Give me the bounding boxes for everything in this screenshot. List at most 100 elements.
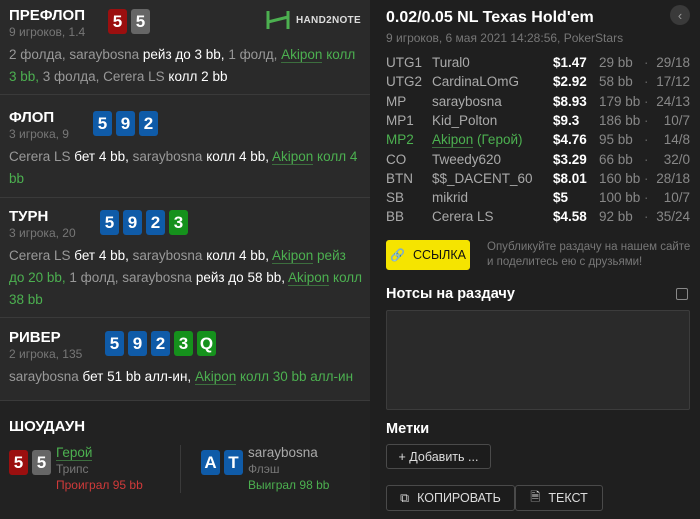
stats: 14/8 (663, 132, 690, 148)
share-link-button[interactable]: 🔗 ССЫЛКА (386, 240, 470, 270)
street-title: РИВЕР (9, 329, 61, 346)
position: BTN (386, 170, 413, 186)
player-name[interactable]: Akipon (Герой) (432, 132, 523, 149)
position: UTG1 (386, 55, 423, 70)
collapse-button[interactable]: ‹ (670, 5, 690, 25)
separator: · (644, 93, 649, 109)
copy-button[interactable]: ⧉ КОПИРОВАТЬ (386, 485, 515, 511)
hero-link[interactable]: Akipon (288, 270, 330, 286)
action-text: 1 фолд, (224, 47, 282, 62)
share-hint: Опубликуйте раздачу на нашем сайте и под… (487, 241, 691, 268)
link-icon: 🔗 (390, 248, 405, 262)
stats: 32/0 (663, 151, 690, 167)
action-text: бет 51 bb алл-ин, (82, 369, 192, 384)
action-text: колл 4 bb (9, 149, 358, 186)
street-actions: Cerera LS бет 4 bb, saraybosna колл 4 bb… (9, 146, 364, 190)
card: 5 (108, 9, 127, 34)
hand-rank: Трипс (56, 462, 89, 476)
result: Выиграл 98 bb (248, 478, 330, 492)
showdown-title: ШОУДАУН (9, 418, 86, 435)
stats: 17/12 (656, 74, 690, 90)
player-name: CardinaLOmG (432, 74, 520, 90)
card: 5 (131, 9, 150, 34)
stack-bb: 160 bb (599, 170, 641, 186)
stack-bb: 58 bb (599, 74, 633, 90)
action-text: Cerera LS (9, 149, 75, 164)
action-text: saraybosna (69, 47, 143, 62)
stack: $3.29 (553, 151, 587, 167)
action-text: колл 4 bb, (206, 149, 269, 164)
player-name: mikrid (432, 190, 468, 206)
card: 2 (151, 331, 170, 356)
position: MP (386, 93, 407, 109)
player-name: saraybosna (432, 93, 502, 109)
card: T (224, 450, 243, 475)
separator: · (644, 74, 649, 90)
stats: 35/24 (656, 209, 690, 225)
hero-link[interactable]: Akipon (281, 47, 323, 63)
hero-link[interactable]: Akipon (272, 149, 314, 165)
street-subtitle: 3 игрока, 9 (9, 127, 69, 141)
game-title: 0.02/0.05 NL Texas Hold'em (386, 9, 594, 26)
text-button[interactable]: 🗎 ТЕКСТ (515, 485, 603, 511)
divider (180, 445, 181, 493)
hero-link[interactable]: Akipon (194, 369, 237, 385)
position: MP1 (386, 112, 414, 128)
stack-bb: 66 bb (599, 151, 633, 167)
add-tag-button[interactable]: + Добавить ... (386, 444, 491, 469)
action-text: saraybosna (9, 369, 83, 384)
player-name: $$_DACENT_60 (432, 170, 533, 186)
street-title: ПРЕФЛОП (9, 7, 85, 24)
hand2note-logo: HAND2NOTE (266, 10, 361, 30)
stack: $8.93 (553, 93, 587, 109)
stats: 10/7 (663, 112, 690, 128)
notes-textarea[interactable] (386, 310, 690, 410)
card: 5 (100, 210, 119, 235)
position: MP2 (386, 132, 414, 148)
copy-icon: ⧉ (400, 490, 410, 505)
card: 9 (128, 331, 147, 356)
action-text: колл 4 bb, (206, 248, 269, 263)
separator: · (644, 170, 649, 186)
card: 3 (174, 331, 193, 356)
card: 9 (116, 111, 135, 136)
action-text: колл 2 bb (168, 69, 228, 84)
action-text: saraybosna (128, 149, 207, 164)
action-text: бет 4 bb, (74, 248, 129, 263)
action-text: 3 фолда, Cerera LS (39, 69, 169, 84)
street-subtitle: 2 игрока, 135 (9, 347, 83, 361)
hand-info-panel: 0.02/0.05 NL Texas Hold'em 9 игроков, 6 … (370, 0, 700, 519)
separator: · (644, 209, 649, 225)
card: A (201, 450, 220, 475)
stack: $9.3 (553, 112, 580, 128)
player-name: Tweedy620 (432, 151, 502, 167)
separator: · (644, 112, 649, 128)
action-text: 2 фолда, (9, 47, 70, 62)
street-subtitle: 3 игрока, 20 (9, 226, 76, 240)
street-title: ТУРН (9, 208, 49, 225)
player-name[interactable]: Герой (56, 445, 93, 461)
separator: · (644, 190, 649, 206)
card: 2 (146, 210, 165, 235)
action-text: бет 4 bb, (74, 149, 129, 164)
street-actions: saraybosna бет 51 bb алл-ин, Akipon колл… (9, 366, 364, 388)
stats: 28/18 (656, 170, 690, 186)
position: CO (386, 151, 407, 167)
action-text: рейз до 58 bb, (195, 270, 285, 285)
external-link-icon[interactable] (676, 288, 688, 300)
position: BB (386, 209, 405, 225)
card: 2 (139, 111, 158, 136)
card: Q (197, 331, 216, 356)
street-title: ФЛОП (9, 109, 55, 126)
document-icon: 🗎 (530, 489, 541, 504)
action-text: saraybosna (128, 248, 207, 263)
notes-title: Нотсы на раздачу (386, 286, 515, 302)
stack-bb: 29 bb (599, 55, 633, 70)
hero-link[interactable]: Akipon (272, 248, 314, 264)
